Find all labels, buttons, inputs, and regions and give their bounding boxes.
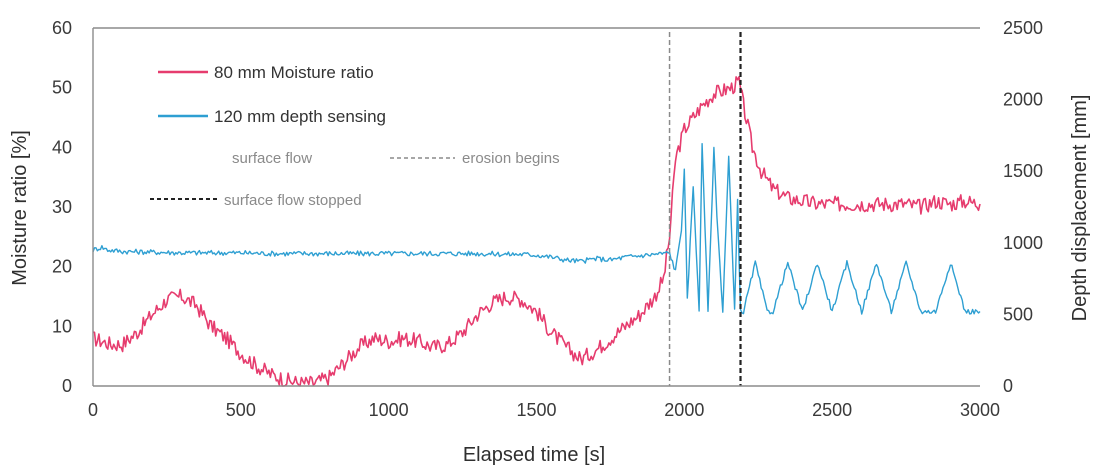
y-left-tick-label: 30 [52,197,72,217]
x-tick-label: 1500 [516,400,556,420]
y-right-tick-label: 0 [1003,376,1013,396]
legend-moisture-label: 80 mm Moisture ratio [214,63,374,82]
y-right-tick-label: 1500 [1003,161,1043,181]
series-layer [92,76,981,387]
x-tick-label: 2000 [664,400,704,420]
legend: 80 mm Moisture ratio 120 mm depth sensin… [150,63,560,209]
legend-erosion-label: erosion begins [462,150,560,167]
y-left-tick-label: 20 [52,257,72,277]
y-right-tick-label: 500 [1003,304,1033,324]
y-right-tick-label: 2000 [1003,90,1043,110]
series-line-depth [92,142,981,315]
y-axis-right-title: Depth displacement [mm] [1069,95,1091,322]
legend-depth-label: 120 mm depth sensing [214,107,386,126]
x-tick-label: 500 [226,400,256,420]
y-right-tick-label: 1000 [1003,233,1043,253]
y-left-tick-label: 0 [62,376,72,396]
series-line-moisture [92,76,981,387]
x-axis-title: Elapsed time [s] [463,444,605,466]
x-tick-label: 3000 [960,400,1000,420]
legend-stopped-label: surface flow stopped [224,192,362,209]
y-left-tick-label: 10 [52,316,72,336]
annotation-lines [668,32,742,386]
y-axis-left-title: Moisture ratio [%] [9,130,31,286]
y-left-tick-label: 50 [52,78,72,98]
x-tick-label: 2500 [812,400,852,420]
y-left-tick-label: 60 [52,18,72,38]
x-tick-label: 1000 [369,400,409,420]
legend-surface-flow-label: surface flow [232,150,312,167]
x-tick-label: 0 [88,400,98,420]
y-right-tick-label: 2500 [1003,18,1043,38]
axes-layer: 0 500 1000 1500 2000 2500 30000102030405060050… [52,18,1043,420]
y-left-tick-label: 40 [52,137,72,157]
